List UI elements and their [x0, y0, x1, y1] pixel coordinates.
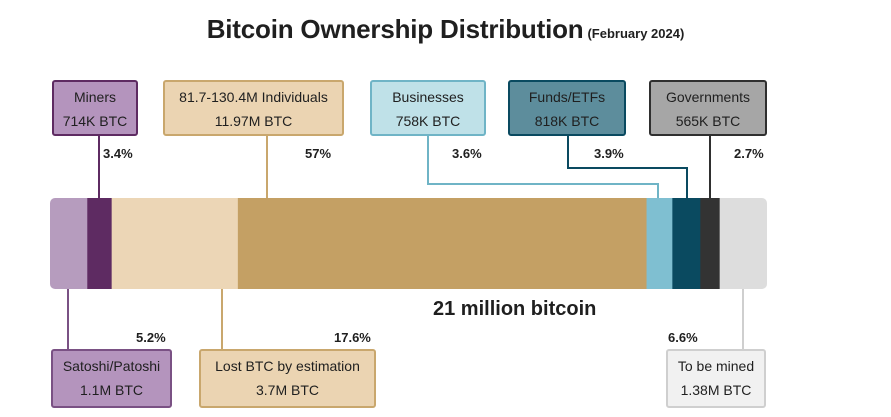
label-box-satoshi: Satoshi/Patoshi 1.1M BTC — [51, 349, 172, 408]
segment-name: Lost BTC by estimation — [215, 358, 360, 374]
segment-amount: 818K BTC — [534, 113, 600, 129]
bar-segment-funds — [672, 198, 701, 289]
label-box-tobemined: To be mined 1.38M BTC — [666, 349, 766, 408]
segment-amount: 714K BTC — [62, 113, 128, 129]
chart-subtitle: (February 2024) — [587, 26, 685, 41]
bar-segment-governments — [700, 198, 721, 289]
segment-name: Satoshi/Patoshi — [62, 358, 161, 374]
label-box-governments: Governments 565K BTC — [649, 80, 767, 136]
segment-name: Businesses — [392, 89, 464, 105]
label-box-funds: Funds/ETFs 818K BTC — [508, 80, 626, 136]
segment-name: Governments — [665, 89, 751, 105]
bar-segment-miners — [87, 198, 113, 289]
chart-title-row: Bitcoin Ownership Distribution (February … — [0, 14, 891, 45]
connector-line-funds — [567, 136, 688, 198]
segment-amount: 1.38M BTC — [680, 382, 752, 398]
segment-amount: 11.97M BTC — [214, 113, 293, 129]
percent-label-funds: 3.9% — [594, 146, 624, 161]
segment-amount: 565K BTC — [675, 113, 741, 129]
segment-name: Funds/ETFs — [528, 89, 606, 105]
segment-name: 81.7-130.4M Individuals — [179, 89, 328, 105]
percent-label-tobemined: 6.6% — [668, 330, 698, 345]
bar-segment-satoshi — [50, 198, 88, 289]
bar-segment-lost — [111, 198, 239, 289]
connector-line-businesses — [427, 136, 659, 198]
chart-title: Bitcoin Ownership Distribution — [206, 14, 584, 44]
percent-label-individuals: 57% — [305, 146, 332, 161]
bar-segments — [50, 198, 767, 289]
percent-label-lost: 17.6% — [334, 330, 371, 345]
segment-amount: 3.7M BTC — [255, 382, 319, 398]
bar-segment-individuals — [237, 198, 648, 289]
segment-amount: 1.1M BTC — [79, 382, 143, 398]
percent-label-governments: 2.7% — [734, 146, 764, 161]
percent-label-miners: 3.4% — [103, 146, 133, 161]
total-label: 21 million bitcoin — [433, 298, 597, 320]
percent-label-satoshi: 5.2% — [136, 330, 166, 345]
segment-amount: 758K BTC — [395, 113, 461, 129]
bar-segment-tobemined — [719, 198, 767, 289]
label-box-lost: Lost BTC by estimation 3.7M BTC — [199, 349, 376, 408]
segment-name: Miners — [73, 89, 116, 105]
label-box-individuals: 81.7-130.4M Individuals 11.97M BTC — [163, 80, 344, 136]
label-box-businesses: Businesses 758K BTC — [370, 80, 486, 136]
percent-label-businesses: 3.6% — [452, 146, 482, 161]
bar-segment-businesses — [646, 198, 673, 289]
segment-name: To be mined — [677, 358, 755, 374]
label-box-miners: Miners 714K BTC — [52, 80, 138, 136]
